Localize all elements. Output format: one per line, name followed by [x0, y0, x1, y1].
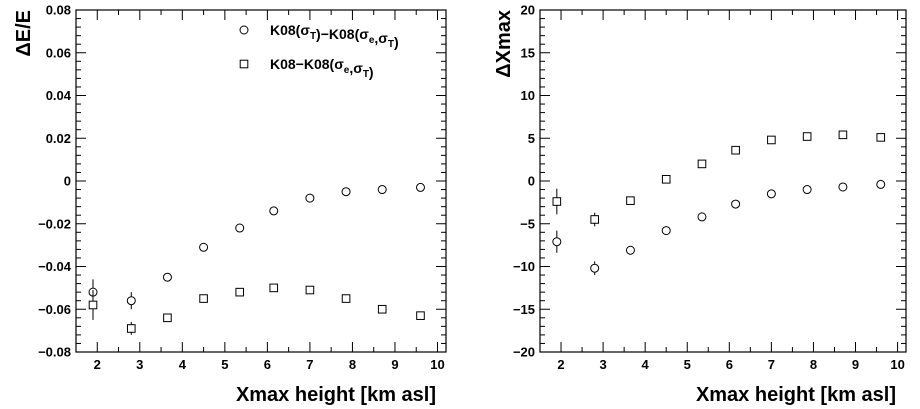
- data-point-square: [269, 283, 279, 293]
- legend: K08(σT)−K08(σe,σT) K08−K08(σe,σT): [239, 22, 399, 80]
- data-point-square: [377, 304, 387, 314]
- x-tick-label: 6: [264, 357, 271, 372]
- data-point-square: [731, 145, 740, 155]
- y-tick-label: −20: [513, 345, 535, 360]
- data-point-square: [88, 300, 98, 310]
- y-tick-label: 10: [521, 88, 535, 103]
- y-tick-label: −10: [513, 259, 535, 274]
- data-point-square: [235, 287, 245, 297]
- y-tick-label: 20: [521, 3, 535, 18]
- xmax-difference-panel: 2 3 4 5 6 7 8 9 10 −20 −15 −10 −5 0 5 10 15 20 Xmax height…: [493, 3, 907, 406]
- y-tick-label: −5: [520, 216, 535, 231]
- data-point-circle: [731, 199, 741, 209]
- data-point-square: [767, 135, 776, 145]
- data-point-square: [163, 313, 172, 323]
- series-squares: [88, 283, 425, 335]
- data-point-circle: [269, 206, 279, 216]
- data-point-square: [802, 132, 812, 141]
- data-point-circle: [590, 263, 600, 273]
- data-point-circle: [341, 187, 351, 197]
- x-tick-label: 4: [642, 357, 650, 372]
- legend-marker-square: [239, 59, 249, 69]
- x-tick-label: 5: [221, 357, 228, 372]
- legend-entry: K08−K08(σe,σT): [270, 56, 374, 80]
- x-tick-label: 9: [852, 357, 859, 372]
- data-point-square: [552, 197, 562, 206]
- data-point-circle: [661, 226, 671, 236]
- data-point-circle: [199, 242, 209, 252]
- data-point-square: [199, 294, 208, 303]
- data-point-circle: [697, 212, 707, 222]
- x-tick-label: 7: [306, 357, 313, 372]
- plot-frame: [539, 9, 907, 353]
- y-axis-title: ΔXmax: [493, 10, 515, 78]
- series-circles: [88, 182, 425, 310]
- data-point-square: [126, 324, 136, 333]
- x-tick-label: 3: [599, 357, 606, 372]
- data-point-circle: [552, 237, 562, 247]
- y-axis-title: ΔE/E: [13, 10, 35, 57]
- x-tick-label: 10: [890, 357, 904, 372]
- data-point-circle: [162, 272, 172, 282]
- x-tick-label: 2: [94, 357, 101, 372]
- y-tick-label: −0.08: [38, 345, 71, 360]
- data-point-circle: [126, 296, 136, 306]
- data-point-circle: [838, 182, 848, 192]
- y-tick-label: 15: [521, 45, 535, 60]
- data-point-square: [341, 294, 351, 303]
- data-point-square: [416, 311, 425, 320]
- y-tick-label: 0.02: [46, 131, 71, 146]
- y-tick-label: −0.06: [38, 302, 71, 317]
- data-point-square: [626, 196, 635, 205]
- y-tick-label: 0.08: [46, 3, 71, 18]
- legend-entry: K08(σT)−K08(σe,σT): [270, 22, 399, 50]
- y-tick-label: −0.04: [38, 259, 72, 274]
- data-point-circle: [625, 245, 635, 255]
- series-squares: [552, 130, 886, 227]
- series-circles: [552, 179, 886, 276]
- x-axis-title: Xmax height [km asl]: [696, 384, 896, 406]
- x-tick-label: 5: [684, 357, 691, 372]
- legend-marker-circle: [239, 25, 249, 35]
- x-tick-label: 9: [391, 357, 398, 372]
- x-tick-label: 10: [430, 357, 444, 372]
- data-point-circle: [377, 185, 387, 195]
- x-axis-title: Xmax height [km asl]: [236, 384, 436, 406]
- data-point-square: [876, 133, 886, 142]
- data-point-square: [661, 174, 671, 184]
- data-point-square: [697, 159, 707, 169]
- x-tick-label: 6: [726, 357, 733, 372]
- data-point-square: [305, 285, 315, 295]
- data-point-circle: [235, 223, 245, 233]
- data-point-circle: [876, 179, 886, 189]
- data-point-circle: [766, 189, 776, 199]
- energy-difference-panel: 2 3 4 5 6 7 8 9 10 −0.08 −0.06 −0.04 −0.02 0 0.02 0.04 0…: [13, 3, 447, 406]
- data-point-circle: [802, 185, 812, 195]
- y-tick-label: 0.04: [46, 88, 72, 103]
- data-point-circle: [305, 193, 315, 203]
- data-point-circle: [415, 182, 425, 192]
- x-tick-label: 4: [179, 357, 187, 372]
- y-tick-label: 0.06: [46, 45, 71, 60]
- x-tick-label: 7: [768, 357, 775, 372]
- data-point-square: [590, 215, 599, 224]
- y-tick-label: 0: [64, 174, 71, 189]
- x-tick-label: 8: [810, 357, 817, 372]
- y-tick-label: 0: [528, 174, 535, 189]
- y-tick-label: 5: [528, 131, 535, 146]
- y-tick-label: −15: [513, 302, 535, 317]
- x-tick-label: 3: [136, 357, 143, 372]
- y-tick-label: −0.02: [38, 216, 71, 231]
- x-tick-label: 8: [349, 357, 356, 372]
- data-point-square: [838, 130, 848, 140]
- x-tick-label: 2: [557, 357, 564, 372]
